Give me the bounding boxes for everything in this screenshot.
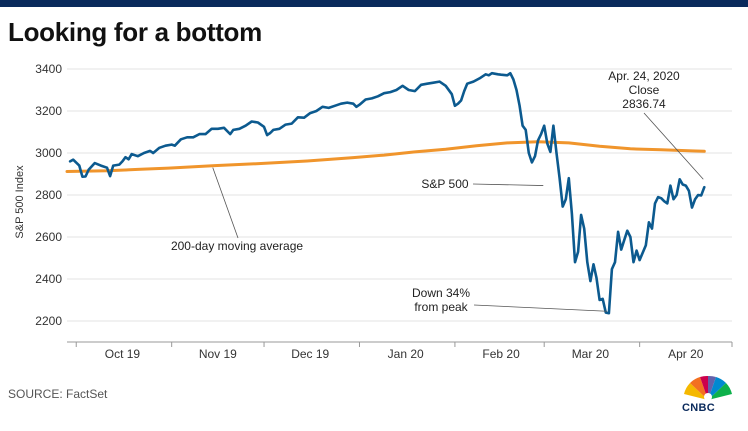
annotation-date: Apr. 24, 2020	[608, 69, 680, 83]
top-accent-bar	[0, 0, 748, 7]
y-tick-label: 3000	[35, 146, 62, 160]
annotations: S&P 500 200-day moving average Down 34%fro…	[171, 69, 704, 314]
x-axis-ticks: Oct 19 Nov 19 Dec 19 Jan 20 Feb 20 Mar 20 Apr …	[75, 342, 733, 361]
y-axis-ticks: 2200 2400 2600 2800 3000 3200 3400	[35, 62, 62, 328]
moving-average-line	[65, 140, 706, 173]
source-note: SOURCE: FactSet	[8, 387, 108, 401]
gridlines	[67, 68, 732, 322]
annotation-close-value: 2836.74	[622, 97, 666, 111]
y-tick-label: 2400	[35, 272, 62, 286]
y-axis-label: S&P 500 Index	[14, 165, 26, 239]
chart-title: Looking for a bottom	[8, 17, 262, 47]
y-tick-label: 2600	[35, 230, 62, 244]
leader-moving-average	[212, 167, 239, 239]
leader-sp500	[472, 183, 544, 186]
x-tick-label: Nov 19	[199, 347, 237, 361]
x-tick-label: Jan 20	[388, 347, 424, 361]
x-tick-label: Feb 20	[482, 347, 520, 361]
x-tick-label: Dec 19	[291, 347, 329, 361]
x-tick-label: Apr 20	[668, 347, 704, 361]
sp500-line	[68, 71, 706, 315]
x-tick-label: Oct 19	[105, 347, 141, 361]
y-tick-label: 3400	[35, 62, 62, 76]
y-tick-label: 3200	[35, 104, 62, 118]
peacock-logo-icon	[684, 375, 732, 401]
y-tick-label: 2800	[35, 188, 62, 202]
x-tick-label: Mar 20	[572, 347, 610, 361]
leader-close	[643, 112, 704, 180]
annotation-from-peak: from peak	[414, 300, 468, 314]
annotation-down-34: Down 34%	[412, 286, 470, 300]
series-lines	[65, 71, 706, 315]
leader-down-34	[473, 304, 607, 312]
y-tick-label: 2200	[35, 314, 62, 328]
annotation-close: Close	[629, 83, 660, 97]
cnbc-logo-text: CNBC	[682, 402, 715, 414]
annotation-moving-average: 200-day moving average	[171, 239, 303, 253]
annotation-sp500: S&P 500	[421, 177, 468, 191]
